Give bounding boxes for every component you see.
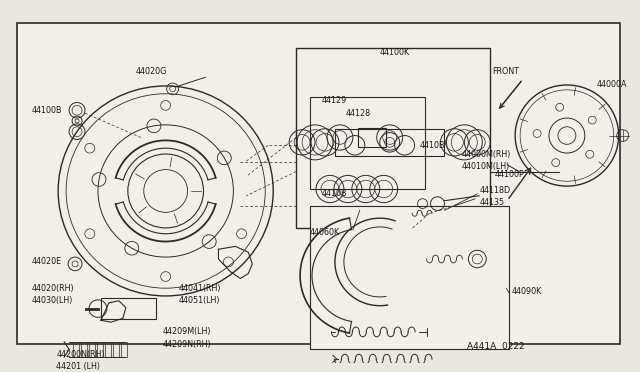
Text: 44010M(LH): 44010M(LH) [461, 162, 509, 171]
Bar [310, 97, 424, 189]
Text: FRONT: FRONT [492, 67, 519, 76]
Bar [89, 341, 95, 357]
Text: 44051(LH): 44051(LH) [179, 296, 220, 305]
Text: 44209M(LH): 44209M(LH) [163, 327, 211, 336]
Text: 44100P: 44100P [494, 170, 524, 179]
Text: 44000A: 44000A [596, 80, 627, 89]
Text: 44135: 44135 [479, 198, 504, 207]
Text: 4410B: 4410B [420, 141, 445, 150]
Text: 44060K: 44060K [310, 228, 340, 237]
Bar [335, 129, 444, 156]
Text: 44090K: 44090K [511, 286, 541, 296]
Text: 44020E: 44020E [31, 257, 61, 266]
Bar [73, 341, 79, 357]
Text: 44209N(RH): 44209N(RH) [163, 340, 211, 349]
Text: 44020(RH): 44020(RH) [31, 284, 74, 293]
Text: 44128: 44128 [346, 109, 371, 118]
Bar [105, 341, 111, 357]
Text: 44200N(RH): 44200N(RH) [56, 350, 105, 359]
Text: 44030(LH): 44030(LH) [31, 296, 72, 305]
Text: A441A  0222: A441A 0222 [467, 342, 525, 351]
Text: 44020G: 44020G [136, 67, 167, 76]
Bar [101, 298, 156, 319]
Text: 44201 (LH): 44201 (LH) [56, 362, 100, 371]
Bar [310, 206, 509, 349]
Text: 4410B: 4410B [322, 189, 348, 198]
Text: 44041(RH): 44041(RH) [179, 284, 221, 293]
Bar [17, 23, 620, 344]
Text: 44118D: 44118D [479, 186, 511, 195]
Bar [358, 128, 386, 147]
Text: 44100B: 44100B [31, 106, 61, 115]
Bar [113, 341, 119, 357]
Text: 44100K: 44100K [380, 48, 410, 57]
Bar [81, 341, 87, 357]
Bar [296, 48, 490, 228]
Text: 44129: 44129 [322, 96, 348, 105]
Bar [97, 341, 103, 357]
Bar [121, 341, 127, 357]
Text: 44000M(RH): 44000M(RH) [461, 151, 511, 160]
